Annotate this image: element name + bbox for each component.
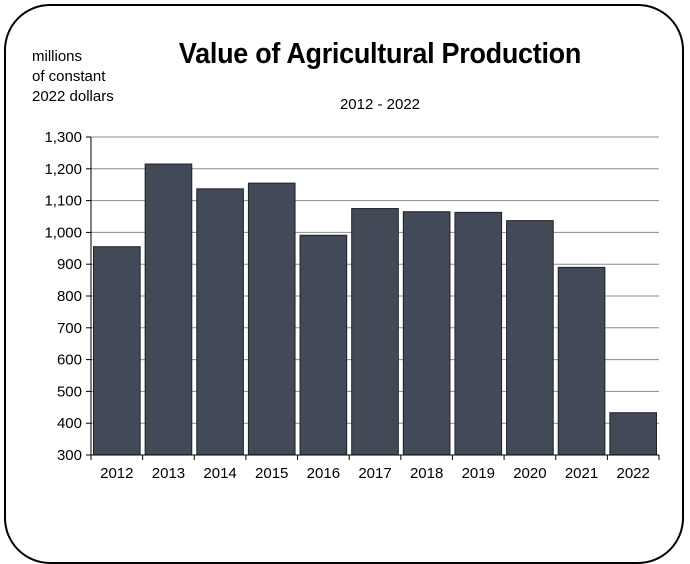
x-tick-labels: 2012 2013 2014 2015 2016 2017 2018 2019 2020 2021… bbox=[100, 465, 650, 482]
chart-subtitle: 2012 - 2022 bbox=[339, 96, 421, 113]
y-tick-label: 1,300 bbox=[44, 129, 82, 146]
y-axis-unit-label: millions of constant 2022 dollars bbox=[32, 47, 114, 107]
y-tick-label: 1,000 bbox=[44, 224, 82, 241]
x-tick-label-2022: 2022 bbox=[616, 465, 649, 482]
bar-2015 bbox=[247, 182, 296, 456]
y-unit-line-2: of constant bbox=[32, 68, 106, 85]
x-tick-label-2016: 2016 bbox=[307, 465, 340, 482]
x-tick-label-2014: 2014 bbox=[203, 465, 236, 482]
y-tick-labels: 300 400 500 600 700 800 900 1,000 1,100 1,200 1,30… bbox=[44, 129, 82, 464]
chart-title: Value of Agricultural Production bbox=[178, 38, 582, 70]
x-tick-label-2017: 2017 bbox=[358, 465, 391, 482]
y-tick-label: 800 bbox=[57, 288, 82, 305]
x-tick-label-2015: 2015 bbox=[255, 465, 288, 482]
bar-2018 bbox=[402, 211, 451, 456]
y-tick-label: 600 bbox=[57, 352, 82, 369]
bar-2020 bbox=[506, 220, 554, 456]
y-unit-line-1: millions bbox=[32, 48, 83, 65]
y-tick-label: 700 bbox=[57, 320, 82, 337]
x-tick-label-2012: 2012 bbox=[100, 465, 133, 482]
y-tick-label: 400 bbox=[57, 415, 82, 432]
bar-2022 bbox=[609, 412, 658, 456]
bar-2021 bbox=[557, 266, 606, 456]
bar-2012 bbox=[93, 246, 141, 456]
x-tick-label-2013: 2013 bbox=[152, 465, 185, 482]
bar-2019 bbox=[454, 211, 503, 456]
y-tick-label: 1,100 bbox=[44, 193, 82, 210]
y-tick-label: 300 bbox=[57, 447, 82, 464]
bar-2013 bbox=[144, 163, 193, 456]
x-tick-label-2021: 2021 bbox=[565, 465, 598, 482]
y-tick-label: 900 bbox=[57, 256, 82, 273]
x-tick-label-2019: 2019 bbox=[462, 465, 495, 482]
x-tick-label-2020: 2020 bbox=[513, 465, 546, 482]
y-tick-label: 1,200 bbox=[44, 161, 82, 178]
y-unit-line-3: 2022 dollars bbox=[32, 88, 114, 105]
bar-2014 bbox=[196, 188, 244, 456]
bars bbox=[93, 163, 658, 456]
y-tick-label: 500 bbox=[57, 383, 82, 400]
bar-2017 bbox=[351, 208, 399, 456]
axes bbox=[86, 136, 660, 460]
bar-2016 bbox=[299, 234, 348, 456]
x-tick-label-2018: 2018 bbox=[410, 465, 443, 482]
bar-chart: 300 400 500 600 700 800 900 1,000 1,100 1,200 1,30… bbox=[44, 129, 660, 482]
